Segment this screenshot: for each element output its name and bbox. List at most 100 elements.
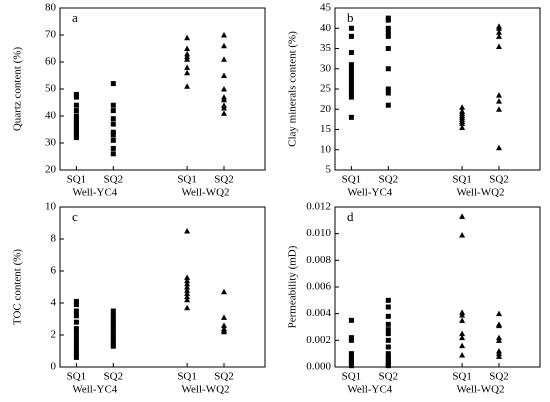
x-tick-label: SQ2: [379, 174, 399, 186]
plot-frame: [59, 206, 266, 368]
triangle-marker: [459, 124, 466, 130]
square-marker: [73, 108, 79, 114]
y-tick-label: 10: [320, 143, 332, 155]
square-marker: [73, 94, 79, 100]
plot-frame: [334, 206, 541, 368]
square-marker: [110, 132, 116, 138]
y-tick-label: 0: [51, 361, 57, 373]
group-label: Well-YC4: [347, 384, 392, 396]
group-label: Well-YC4: [72, 384, 117, 396]
triangle-marker: [496, 310, 502, 317]
square-marker: [348, 78, 354, 84]
y-tick-label: 50: [45, 83, 57, 95]
square-marker: [110, 145, 116, 151]
x-tick-label: SQ1: [177, 174, 197, 186]
group-label: Well-YC4: [72, 187, 117, 199]
square-marker: [110, 308, 116, 314]
square-marker: [73, 127, 79, 132]
square-marker: [348, 70, 354, 76]
triangle-marker: [221, 288, 227, 295]
x-tick-label: SQ2: [104, 174, 124, 186]
triangle-marker: [459, 213, 466, 219]
square-marker: [385, 304, 391, 310]
y-tick-label: 6: [51, 265, 57, 277]
square-marker: [73, 348, 79, 354]
triangle-marker: [221, 86, 227, 92]
triangle-marker: [496, 144, 502, 151]
triangle-marker: [459, 312, 466, 318]
y-tick-label: 0.012: [306, 201, 331, 213]
x-tick-label: SQ1: [452, 371, 472, 383]
y-tick-label: 45: [320, 2, 332, 14]
triangle-marker: [184, 296, 191, 303]
y-tick-label: 0.008: [306, 254, 331, 266]
triangle-marker: [221, 96, 227, 103]
x-tick-label: SQ1: [177, 371, 197, 383]
square-marker: [348, 335, 354, 341]
square-marker: [110, 313, 116, 319]
y-tick-label: 0.010: [306, 227, 331, 239]
triangle-marker: [184, 83, 191, 89]
square-marker: [348, 86, 354, 92]
square-marker: [385, 46, 391, 51]
y-tick-label: 4: [51, 297, 57, 309]
triangle-marker: [459, 317, 466, 323]
triangle-marker: [184, 280, 191, 287]
triangle-marker: [221, 314, 227, 320]
square-marker: [110, 108, 116, 114]
square-marker: [348, 90, 354, 96]
y-tick-label: 80: [45, 2, 57, 14]
square-marker: [385, 351, 391, 357]
triangle-marker: [184, 284, 191, 290]
y-tick-label: 30: [320, 62, 332, 74]
y-tick-label: 60: [45, 56, 57, 68]
triangle-marker: [184, 287, 191, 293]
group-label: Well-YC4: [347, 187, 392, 199]
square-marker: [73, 345, 79, 351]
square-marker: [110, 319, 116, 325]
square-marker: [73, 302, 79, 308]
triangle-marker: [221, 322, 227, 328]
square-marker: [348, 353, 354, 359]
triangle-marker: [459, 334, 466, 341]
square-marker: [73, 113, 79, 119]
square-marker: [385, 90, 391, 96]
square-marker: [110, 81, 116, 87]
triangle-marker: [221, 72, 227, 78]
square-marker: [73, 351, 79, 357]
square-marker: [110, 329, 116, 335]
square-marker: [385, 17, 391, 23]
x-tick-label: SQ2: [214, 174, 234, 186]
square-marker: [385, 33, 391, 39]
square-marker: [73, 124, 79, 130]
square-marker: [110, 338, 116, 344]
triangle-marker: [496, 92, 502, 98]
x-tick-label: SQ1: [67, 371, 87, 383]
square-marker: [73, 319, 79, 325]
group-label: Well-WQ2: [182, 187, 230, 199]
y-tick-label: 35: [320, 42, 332, 54]
square-marker: [348, 363, 354, 369]
triangle-marker: [459, 120, 466, 126]
triangle-marker: [184, 34, 191, 41]
square-marker: [73, 135, 79, 141]
triangle-marker: [221, 328, 227, 335]
x-tick-label: SQ2: [379, 371, 399, 383]
triangle-marker: [184, 274, 191, 280]
x-tick-label: SQ1: [342, 371, 362, 383]
y-tick-label: 5: [326, 164, 332, 176]
square-marker: [110, 332, 116, 338]
square-marker: [348, 82, 354, 88]
triangle-marker: [184, 228, 191, 234]
square-marker: [110, 343, 116, 349]
triangle-marker: [496, 43, 502, 49]
square-marker: [110, 322, 116, 328]
square-marker: [110, 151, 116, 157]
panel-label: d: [347, 209, 354, 224]
x-tick-label: SQ2: [489, 371, 509, 383]
square-marker: [110, 129, 116, 135]
triangle-marker: [221, 32, 227, 38]
square-marker: [385, 331, 391, 337]
square-marker: [110, 137, 116, 143]
square-marker: [73, 335, 79, 341]
